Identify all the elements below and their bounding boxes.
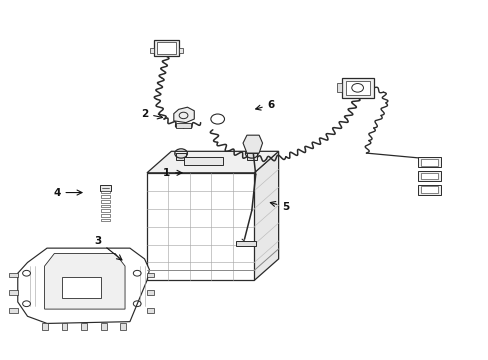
Polygon shape xyxy=(61,277,101,298)
Polygon shape xyxy=(101,195,110,198)
Text: 6: 6 xyxy=(255,100,274,110)
Polygon shape xyxy=(9,309,18,313)
Polygon shape xyxy=(101,205,110,207)
Polygon shape xyxy=(101,214,110,217)
Polygon shape xyxy=(420,173,437,179)
Polygon shape xyxy=(147,291,154,295)
Polygon shape xyxy=(176,153,185,160)
Polygon shape xyxy=(157,42,175,54)
Polygon shape xyxy=(42,323,48,330)
Polygon shape xyxy=(417,185,440,195)
Polygon shape xyxy=(61,323,67,330)
Polygon shape xyxy=(100,185,111,191)
Polygon shape xyxy=(154,40,178,56)
Polygon shape xyxy=(183,157,222,165)
Polygon shape xyxy=(246,153,256,160)
Text: 2: 2 xyxy=(141,109,162,119)
Polygon shape xyxy=(101,219,110,221)
Polygon shape xyxy=(417,171,440,181)
Polygon shape xyxy=(345,81,369,95)
Polygon shape xyxy=(101,191,110,193)
Polygon shape xyxy=(341,78,373,98)
Text: 1: 1 xyxy=(163,168,182,178)
Polygon shape xyxy=(150,48,154,53)
Polygon shape xyxy=(173,107,194,123)
Polygon shape xyxy=(120,323,126,330)
Polygon shape xyxy=(9,273,18,277)
Polygon shape xyxy=(254,151,278,280)
Polygon shape xyxy=(178,48,182,53)
Polygon shape xyxy=(101,200,110,203)
Polygon shape xyxy=(101,323,106,330)
Polygon shape xyxy=(147,309,154,313)
Polygon shape xyxy=(9,291,18,295)
Polygon shape xyxy=(18,248,149,323)
Polygon shape xyxy=(420,159,437,166)
Text: 4: 4 xyxy=(53,188,82,198)
Polygon shape xyxy=(420,186,437,193)
Polygon shape xyxy=(44,253,125,309)
Polygon shape xyxy=(81,323,87,330)
Text: 3: 3 xyxy=(94,236,122,260)
Polygon shape xyxy=(147,151,278,173)
Polygon shape xyxy=(101,210,110,212)
Polygon shape xyxy=(176,123,190,128)
Polygon shape xyxy=(236,241,255,246)
Polygon shape xyxy=(243,135,262,153)
Text: 5: 5 xyxy=(270,202,289,212)
Polygon shape xyxy=(417,157,440,167)
Polygon shape xyxy=(147,173,254,280)
Polygon shape xyxy=(147,273,154,277)
Polygon shape xyxy=(336,83,341,92)
